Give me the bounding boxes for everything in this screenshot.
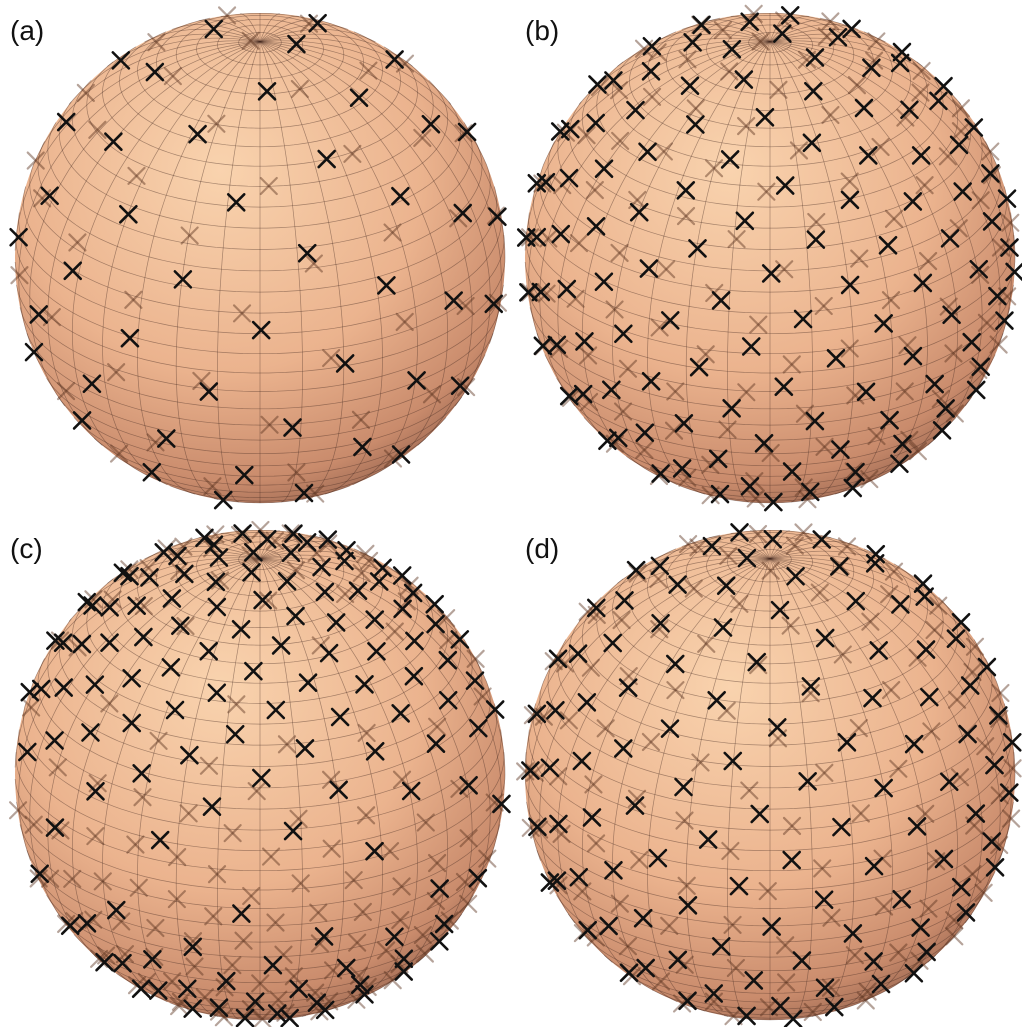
panel-label: (b) [525,15,559,46]
sphere-panel [517,524,1020,1026]
sphere-panel [518,6,1022,510]
panel-label: (c) [10,533,43,564]
panel-label: (a) [10,15,44,46]
page: (a)(b)(c)(d) (() => { const data = JSON.… [0,0,1022,1027]
figure: (a) (b) (c) (d) [0,0,1022,1027]
panel-label: (d) [525,533,559,564]
sphere-panel [10,522,509,1027]
sphere-panel [11,7,506,508]
